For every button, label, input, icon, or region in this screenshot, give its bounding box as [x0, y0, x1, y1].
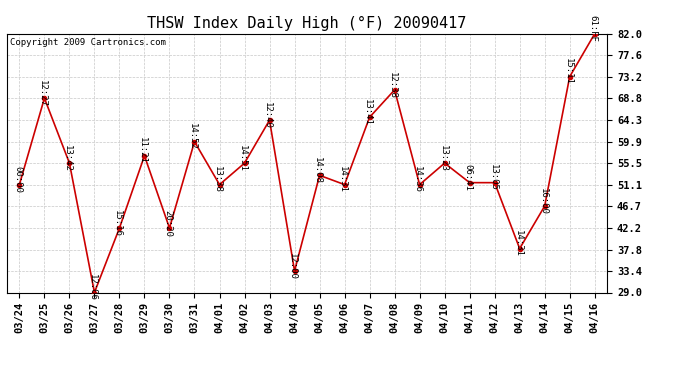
Text: 14:08: 14:08 [313, 157, 322, 184]
Text: 15:11: 15:11 [564, 58, 573, 85]
Text: 13:38: 13:38 [213, 166, 222, 193]
Text: 13:42: 13:42 [63, 145, 72, 172]
Text: 12:40: 12:40 [264, 102, 273, 129]
Text: 14:51: 14:51 [238, 145, 247, 172]
Text: 12:27: 12:27 [38, 80, 47, 107]
Text: 12:06: 12:06 [88, 274, 97, 301]
Text: 13:41: 13:41 [364, 99, 373, 126]
Text: 61:FF: 61:FF [589, 15, 598, 42]
Text: 14:31: 14:31 [338, 166, 347, 193]
Title: THSW Index Daily High (°F) 20090417: THSW Index Daily High (°F) 20090417 [148, 16, 466, 31]
Text: Copyright 2009 Cartronics.com: Copyright 2009 Cartronics.com [10, 38, 166, 46]
Text: 14:31: 14:31 [513, 230, 522, 257]
Text: 00:00: 00:00 [13, 166, 22, 193]
Text: 13:05: 13:05 [489, 164, 497, 191]
Text: 15:16: 15:16 [113, 210, 122, 237]
Text: 12:38: 12:38 [388, 72, 397, 99]
Text: 16:00: 16:00 [538, 188, 547, 214]
Text: 11:21: 11:21 [138, 138, 147, 164]
Text: 20:20: 20:20 [164, 210, 172, 237]
Text: 13:23: 13:23 [438, 145, 447, 172]
Text: 14:52: 14:52 [188, 123, 197, 150]
Text: 06:41: 06:41 [464, 164, 473, 191]
Text: 14:36: 14:36 [413, 166, 422, 193]
Text: 12:00: 12:00 [288, 253, 297, 280]
